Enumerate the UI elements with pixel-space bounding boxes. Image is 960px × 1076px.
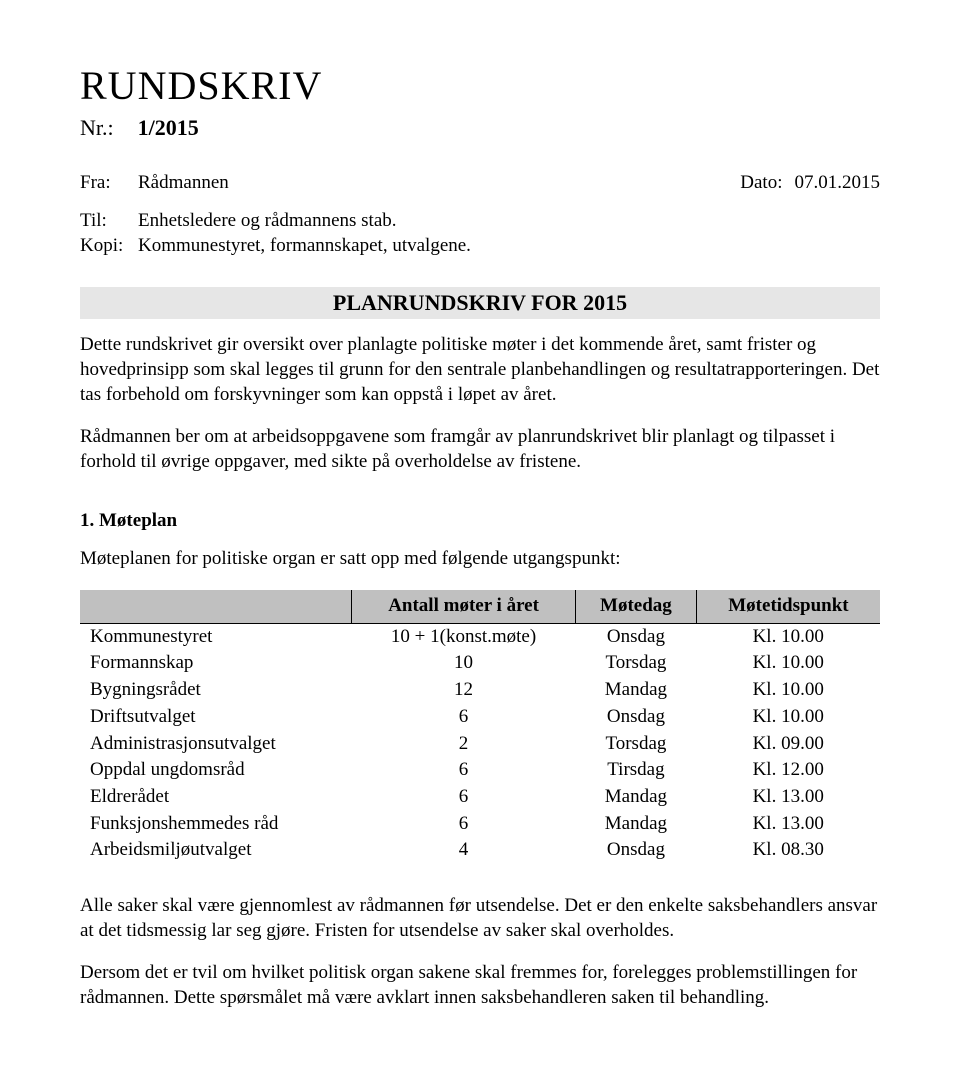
- table-row: Driftsutvalget6OnsdagKl. 10.00: [80, 704, 880, 731]
- table-row: Administrasjonsutvalget2TorsdagKl. 09.00: [80, 731, 880, 758]
- meeting-table: Antall møter i året Møtedag Møtetidspunk…: [80, 590, 880, 864]
- table-cell: 6: [352, 704, 576, 731]
- table-cell: Kl. 09.00: [696, 731, 880, 758]
- table-cell: Administrasjonsutvalget: [80, 731, 352, 758]
- table-cell: Kl. 10.00: [696, 623, 880, 650]
- nr-value: 1/2015: [138, 114, 199, 143]
- table-row: Formannskap10TorsdagKl. 10.00: [80, 650, 880, 677]
- table-cell: 12: [352, 677, 576, 704]
- table-cell: Bygningsrådet: [80, 677, 352, 704]
- dato-block: Dato: 07.01.2015: [740, 171, 880, 196]
- table-cell: Arbeidsmiljøutvalget: [80, 837, 352, 864]
- table-row: Bygningsrådet12MandagKl. 10.00: [80, 677, 880, 704]
- table-cell: Eldrerådet: [80, 784, 352, 811]
- nr-line: Nr.: 1/2015: [80, 114, 880, 143]
- table-cell: 6: [352, 811, 576, 838]
- table-cell: 6: [352, 784, 576, 811]
- table-cell: 4: [352, 837, 576, 864]
- footer-para-1: Alle saker skal være gjennomlest av rådm…: [80, 894, 880, 943]
- table-cell: Torsdag: [575, 650, 696, 677]
- kopi-label: Kopi:: [80, 234, 138, 259]
- table-cell: Formannskap: [80, 650, 352, 677]
- th-antall: Antall møter i året: [352, 590, 576, 623]
- table-cell: Driftsutvalget: [80, 704, 352, 731]
- table-cell: Kl. 10.00: [696, 704, 880, 731]
- meta-row-til: Til: Enhetsledere og rådmannens stab.: [80, 209, 880, 234]
- table-cell: Kl. 08.30: [696, 837, 880, 864]
- nr-label: Nr.:: [80, 114, 114, 143]
- table-cell: Onsdag: [575, 623, 696, 650]
- th-motedag: Møtedag: [575, 590, 696, 623]
- til-label: Til:: [80, 209, 138, 234]
- th-blank: [80, 590, 352, 623]
- table-cell: 2: [352, 731, 576, 758]
- table-cell: Kl. 13.00: [696, 811, 880, 838]
- table-cell: Kl. 10.00: [696, 650, 880, 677]
- til-value: Enhetsledere og rådmannens stab.: [138, 209, 880, 234]
- table-cell: Mandag: [575, 784, 696, 811]
- table-cell: Tirsdag: [575, 757, 696, 784]
- table-cell: 6: [352, 757, 576, 784]
- kopi-value: Kommunestyret, formannskapet, utvalgene.: [138, 234, 880, 259]
- table-row: Eldrerådet6MandagKl. 13.00: [80, 784, 880, 811]
- para-2: Rådmannen ber om at arbeidsoppgavene som…: [80, 425, 880, 474]
- table-row: Kommunestyret10 + 1(konst.møte)OnsdagKl.…: [80, 623, 880, 650]
- table-cell: Kommunestyret: [80, 623, 352, 650]
- main-title: RUNDSKRIV: [80, 60, 880, 112]
- table-cell: 10: [352, 650, 576, 677]
- table-cell: Kl. 10.00: [696, 677, 880, 704]
- subhead-text: Møteplanen for politiske organ er satt o…: [80, 547, 880, 572]
- footer-para-2: Dersom det er tvil om hvilket politisk o…: [80, 961, 880, 1010]
- table-cell: Torsdag: [575, 731, 696, 758]
- title-block: RUNDSKRIV Nr.: 1/2015: [80, 60, 880, 143]
- table-header-row: Antall møter i året Møtedag Møtetidspunk…: [80, 590, 880, 623]
- table-cell: Oppdal ungdomsråd: [80, 757, 352, 784]
- table-cell: Kl. 12.00: [696, 757, 880, 784]
- subhead-moteplan: 1. Møteplan: [80, 509, 880, 534]
- meta-row-fra: Fra: Rådmannen Dato: 07.01.2015: [80, 171, 880, 196]
- dato-value: 07.01.2015: [795, 171, 881, 196]
- table-cell: Funksjonshemmedes råd: [80, 811, 352, 838]
- fra-value: Rådmannen: [138, 171, 740, 196]
- table-cell: Kl. 13.00: [696, 784, 880, 811]
- section-title: PLANRUNDSKRIV FOR 2015: [80, 287, 880, 320]
- table-row: Funksjonshemmedes råd6MandagKl. 13.00: [80, 811, 880, 838]
- meta-row-kopi: Kopi: Kommunestyret, formannskapet, utva…: [80, 234, 880, 259]
- table-row: Oppdal ungdomsråd6TirsdagKl. 12.00: [80, 757, 880, 784]
- para-1: Dette rundskrivet gir oversikt over plan…: [80, 333, 880, 407]
- meta-block: Fra: Rådmannen Dato: 07.01.2015 Til: Enh…: [80, 171, 880, 259]
- th-motetidspunkt: Møtetidspunkt: [696, 590, 880, 623]
- table-cell: 10 + 1(konst.møte): [352, 623, 576, 650]
- fra-label: Fra:: [80, 171, 138, 196]
- table-cell: Mandag: [575, 811, 696, 838]
- table-row: Arbeidsmiljøutvalget4OnsdagKl. 08.30: [80, 837, 880, 864]
- table-cell: Onsdag: [575, 704, 696, 731]
- dato-label: Dato:: [740, 171, 782, 196]
- table-cell: Mandag: [575, 677, 696, 704]
- table-cell: Onsdag: [575, 837, 696, 864]
